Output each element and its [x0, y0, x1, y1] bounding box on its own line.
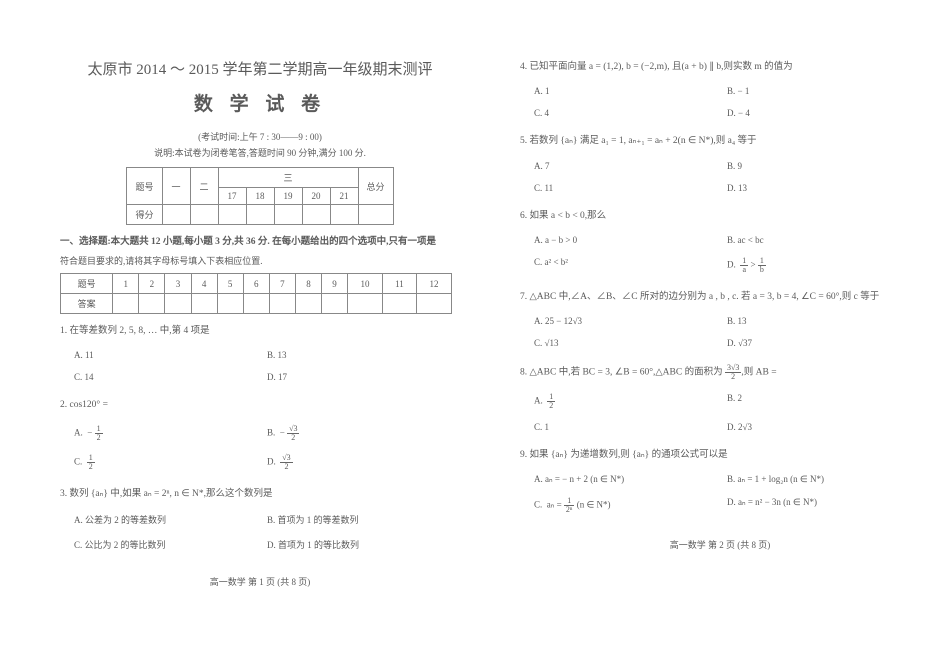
score-row2-label: 得分: [127, 205, 162, 225]
col-18: 18: [246, 188, 274, 205]
q5-opt-b: B. 9: [727, 161, 920, 171]
q4-opt-a: A. 1: [534, 86, 727, 96]
section-1-sub: 符合题目要求的,请将其字母标号填入下表相应位置.: [60, 254, 460, 267]
col-17: 17: [218, 188, 246, 205]
q2-opt-c: C. 12: [74, 454, 267, 471]
page-2: 4. 已知平面向量 a = (1,2), b = (−2,m), 且(a + b…: [500, 40, 940, 561]
question-5: 5. 若数列 {aₙ} 满足 a₁ = 1, aₙ₊₁ = aₙ + 2(n ∈…: [520, 134, 920, 148]
q9-opt-c: C. aₙ = 12ⁿ (n ∈ N*): [534, 497, 727, 514]
question-4: 4. 已知平面向量 a = (1,2), b = (−2,m), 且(a + b…: [520, 60, 920, 74]
q5-options: A. 7 B. 9 C. 11 D. 13: [534, 155, 920, 199]
question-7: 7. △ABC 中,∠A、∠B、∠C 所对的边分别为 a , b , c. 若 …: [520, 290, 920, 304]
q7-opt-a: A. 25 − 12√3: [534, 316, 727, 326]
q8-opt-c: C. 1: [534, 422, 727, 432]
paper-title: 数 学 试 卷: [60, 89, 460, 116]
q9-opt-b: B. aₙ = 1 + log₂n (n ∈ N*): [727, 474, 920, 485]
q4-opt-c: C. 4: [534, 108, 727, 118]
q3-opt-c: C. 公比为 2 的等比数列: [74, 538, 267, 551]
question-8: 8. △ABC 中,若 BC = 3, ∠B = 60°,△ABC 的面积为 3…: [520, 364, 920, 381]
q2-opt-d: D. √32: [267, 454, 460, 471]
q5-opt-a: A. 7: [534, 161, 727, 171]
q4-options: A. 1 B. − 1 C. 4 D. − 4: [534, 80, 920, 124]
q6-opt-b: B. ac < bc: [727, 235, 920, 245]
q6-options: A. a − b > 0 B. ac < bc C. a² < b² D. 1a…: [534, 229, 920, 280]
answer-table: 题号 123456789101112 答案: [60, 273, 452, 314]
question-9: 9. 如果 {aₙ} 为递增数列,则 {aₙ} 的通项公式可以是: [520, 448, 920, 462]
question-6: 6. 如果 a < b < 0,那么: [520, 209, 920, 223]
q8-options: A. 12 B. 2 C. 1 D. 2√3: [534, 387, 920, 438]
exam-note: 说明:本试卷为闭卷笔答,答题时间 90 分钟,满分 100 分.: [60, 146, 460, 159]
q6-opt-a: A. a − b > 0: [534, 235, 727, 245]
q9-opt-d: D. aₙ = n² − 3n (n ∈ N*): [727, 497, 920, 514]
score-table: 题号 一 二 三 总分 17 18 19 20 21 得分: [126, 167, 393, 225]
page-1-footer: 高一数学 第 1 页 (共 8 页): [60, 575, 460, 588]
q6-opt-c: C. a² < b²: [534, 257, 727, 274]
q1-opt-b: B. 13: [267, 350, 460, 360]
col-total: 总分: [358, 168, 393, 205]
col-20: 20: [302, 188, 330, 205]
q8-opt-b: B. 2: [727, 393, 920, 410]
q9-opt-a: A. aₙ = − n + 2 (n ∈ N*): [534, 474, 727, 485]
col-19: 19: [274, 188, 302, 205]
q3-opt-a: A. 公差为 2 的等差数列: [74, 513, 267, 526]
q8-opt-a: A. 12: [534, 393, 727, 410]
q3-opt-d: D. 首项为 1 的等比数列: [267, 538, 460, 551]
ans-hdr: 题号: [61, 274, 113, 294]
q2-options: A. − 12 B. − √32 C. 12 D. √32: [74, 419, 460, 477]
q7-opt-d: D. √37: [727, 338, 920, 348]
q2-opt-b: B. − √32: [267, 425, 460, 442]
q1-opt-c: C. 14: [74, 372, 267, 382]
q4-opt-d: D. − 4: [727, 108, 920, 118]
q7-opt-c: C. √13: [534, 338, 727, 348]
col-1: 一: [162, 168, 190, 205]
q5-opt-d: D. 13: [727, 183, 920, 193]
q8-opt-d: D. 2√3: [727, 422, 920, 432]
q9-options: A. aₙ = − n + 2 (n ∈ N*) B. aₙ = 1 + log…: [534, 468, 920, 520]
col-2: 二: [190, 168, 218, 205]
q2-opt-a: A. − 12: [74, 425, 267, 442]
q7-opt-b: B. 13: [727, 316, 920, 326]
col-21: 21: [330, 188, 358, 205]
q3-options: A. 公差为 2 的等差数列 B. 首项为 1 的等差数列 C. 公比为 2 的…: [74, 507, 460, 557]
q1-options: A. 11 B. 13 C. 14 D. 17: [74, 344, 460, 388]
q7-options: A. 25 − 12√3 B. 13 C. √13 D. √37: [534, 310, 920, 354]
question-2: 2. cos120° =: [60, 398, 460, 412]
score-row-label: 题号: [127, 168, 162, 205]
ans-row2: 答案: [61, 294, 113, 314]
question-1: 1. 在等差数列 2, 5, 8, … 中,第 4 项是: [60, 324, 460, 338]
exam-time: (考试时间:上午 7 : 30——9 : 00): [60, 130, 460, 143]
q6-opt-d: D. 1a > 1b: [727, 257, 920, 274]
q1-opt-d: D. 17: [267, 372, 460, 382]
exam-title: 太原市 2014 ～ 2015 学年第二学期高一年级期末测评: [60, 58, 460, 79]
q5-opt-c: C. 11: [534, 183, 727, 193]
page-2-footer: 高一数学 第 2 页 (共 8 页): [520, 538, 920, 551]
page-1: 太原市 2014 ～ 2015 学年第二学期高一年级期末测评 数 学 试 卷 (…: [40, 40, 480, 598]
q3-opt-b: B. 首项为 1 的等差数列: [267, 513, 460, 526]
q1-opt-a: A. 11: [74, 350, 267, 360]
col-3-group: 三: [218, 168, 358, 188]
question-3: 3. 数列 {aₙ} 中,如果 aₙ = 2ⁿ, n ∈ N*,那么这个数列是: [60, 487, 460, 501]
section-1-header: 一、选择题:本大题共 12 小题,每小题 3 分,共 36 分. 在每小题给出的…: [60, 235, 460, 250]
q4-opt-b: B. − 1: [727, 86, 920, 96]
